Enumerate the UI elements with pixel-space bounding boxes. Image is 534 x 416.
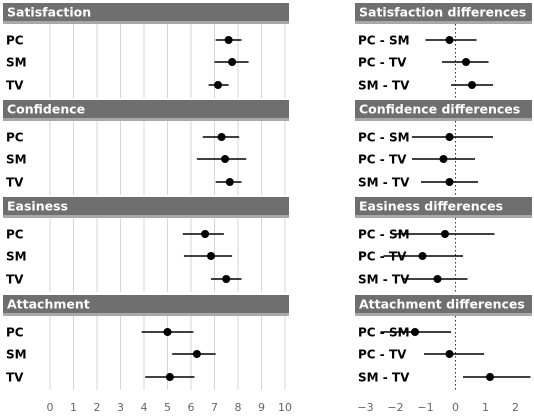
panel-header <box>355 100 532 118</box>
point-estimate <box>163 328 172 336</box>
point-estimate <box>445 133 454 141</box>
row-label: SM <box>6 153 27 167</box>
point-estimate <box>224 36 233 44</box>
panel-header-underline <box>355 313 532 316</box>
row-label: SM <box>6 348 27 362</box>
x-tick-label: 2 <box>94 401 101 414</box>
row-label: PC - TV <box>358 348 407 362</box>
row-label: PC <box>6 326 24 340</box>
point-estimate <box>206 252 215 260</box>
x-tick-label: 8 <box>235 401 242 414</box>
panel-header <box>355 295 532 313</box>
point-estimate <box>468 81 476 89</box>
panel-confidence: Confidence PC SM TV <box>3 100 289 195</box>
panel-header-underline <box>3 21 289 24</box>
x-tick-label: 2 <box>512 401 519 414</box>
panel-header <box>3 100 289 118</box>
row-label: PC - SM <box>358 131 410 145</box>
panel-header <box>3 3 289 21</box>
panel-attachment: Attachment PC SM TV <box>3 295 289 390</box>
point-estimate <box>192 350 201 358</box>
row-label: SM - TV <box>358 79 410 93</box>
panel-header <box>3 197 289 215</box>
panel-header-underline <box>355 21 532 24</box>
panel-satisfaction-differences: Satisfaction differences PC - SM PC - TV SM… <box>355 3 532 98</box>
point-estimate <box>486 373 494 381</box>
row-label: PC - TV <box>358 56 407 70</box>
panel-title: Confidence <box>7 102 85 117</box>
point-estimate <box>217 133 226 141</box>
panel-title: Easiness differences <box>359 199 503 214</box>
panel-header-underline <box>355 215 532 218</box>
point-estimate <box>411 328 419 336</box>
row-label: PC - TV <box>358 153 407 167</box>
panel-title: Attachment <box>7 297 90 312</box>
point-estimate <box>225 178 234 186</box>
row-label: PC - SM <box>358 228 410 242</box>
row-label: SM <box>6 250 27 264</box>
row-label: PC <box>6 131 24 145</box>
panel-header <box>3 295 289 313</box>
point-estimate <box>439 155 448 163</box>
point-estimate <box>441 230 449 238</box>
row-label: PC <box>6 228 24 242</box>
row-label: TV <box>6 273 24 287</box>
x-tick-label: 7 <box>211 401 218 414</box>
panel-title: Easiness <box>7 199 68 214</box>
panel-title: Satisfaction differences <box>359 5 526 20</box>
panel-title: Attachment differences <box>359 297 525 312</box>
x-tick-label: 6 <box>188 401 195 414</box>
x-tick-label: 1 <box>70 401 77 414</box>
panel-satisfaction: Satisfaction PC SM TV <box>3 3 289 98</box>
x-tick-label: 3 <box>117 401 124 414</box>
point-estimate <box>433 275 442 283</box>
x-tick-label: 4 <box>141 401 148 414</box>
row-label: TV <box>6 371 24 385</box>
x-tick-label: 5 <box>164 401 171 414</box>
panel-easiness: Easiness PC SM TV <box>3 197 289 292</box>
row-label: SM <box>6 56 27 70</box>
point-estimate <box>222 275 231 283</box>
point-estimate <box>418 252 427 260</box>
panel-header-underline <box>3 215 289 218</box>
panel-header-underline <box>3 118 289 121</box>
row-label: PC - SM <box>358 34 410 48</box>
point-estimate <box>228 58 237 66</box>
panel-header <box>355 197 532 215</box>
row-label: TV <box>6 176 24 190</box>
x-tick-label: 9 <box>258 401 265 414</box>
point-estimate <box>165 373 174 381</box>
x-tick-label: 1 <box>482 401 489 414</box>
panel-header-underline <box>355 118 532 121</box>
panel-title: Satisfaction <box>7 5 91 20</box>
point-estimate <box>445 178 454 186</box>
panel-title: Confidence differences <box>359 102 520 117</box>
row-label: SM - TV <box>358 176 410 190</box>
row-label: PC <box>6 34 24 48</box>
row-label: SM - TV <box>358 371 410 385</box>
panel-confidence-differences: Confidence differences PC - SM PC - TV SM -… <box>355 100 532 195</box>
x-tick-label: 0 <box>452 401 459 414</box>
point-estimate <box>445 36 454 44</box>
point-estimate <box>445 350 454 358</box>
panel-header <box>355 3 532 21</box>
row-label: SM - TV <box>358 273 410 287</box>
panel-easiness-differences: Easiness differences PC - SM PC - TV SM - T… <box>355 197 532 292</box>
row-label: TV <box>6 79 24 93</box>
point-estimate <box>221 155 230 163</box>
point-estimate <box>201 230 210 238</box>
x-tick-label: 10 <box>278 401 292 414</box>
point-estimate <box>462 58 470 66</box>
point-estimate <box>214 81 223 89</box>
x-tick-label: −2 <box>387 401 403 414</box>
panel-header-underline <box>3 313 289 316</box>
x-tick-label: −1 <box>417 401 433 414</box>
x-tick-label: −3 <box>357 401 373 414</box>
row-label: PC - TV <box>358 250 407 264</box>
x-tick-label: 0 <box>47 401 54 414</box>
